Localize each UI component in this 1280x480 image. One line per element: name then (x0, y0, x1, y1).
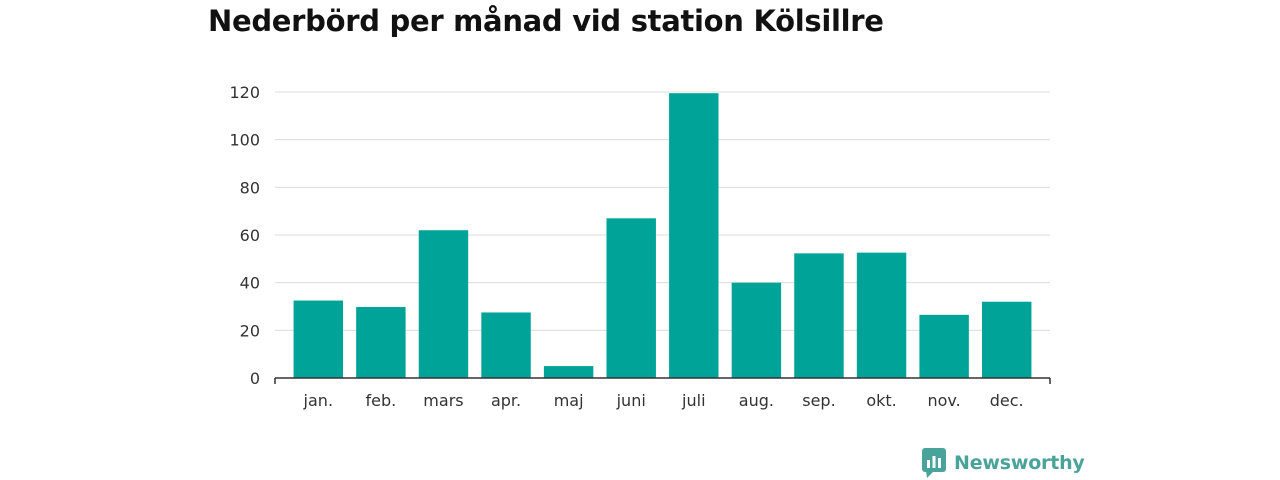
x-axis-tick-labels: jan. feb. mars apr. maj juni juli aug. sep. okt. n… (303, 391, 1024, 410)
bar (856, 252, 907, 378)
bar (481, 312, 531, 378)
y-tick-label: 0 (250, 369, 260, 388)
x-tick-label: apr. (491, 391, 521, 410)
y-tick-label: 20 (240, 321, 260, 340)
x-tick-label: juni (616, 391, 646, 410)
x-tick-label: aug. (739, 391, 774, 410)
x-axis (274, 377, 1051, 384)
y-tick-label: 120 (229, 83, 260, 102)
x-tick-label: jan. (303, 391, 333, 410)
x-tick-label: okt. (866, 391, 896, 410)
x-tick-label: nov. (928, 391, 961, 410)
y-tick-label: 80 (240, 178, 260, 197)
bar (543, 366, 594, 378)
x-tick-label: maj (554, 391, 584, 410)
bars (293, 93, 1032, 379)
bar (919, 314, 969, 378)
x-tick-label: sep. (802, 391, 835, 410)
y-tick-label: 60 (240, 226, 260, 245)
bar (293, 300, 344, 378)
x-tick-label: mars (423, 391, 463, 410)
y-axis-tick-labels: 0 20 40 60 80 100 120 (229, 83, 260, 388)
x-tick-label: dec. (990, 391, 1024, 410)
bar (794, 253, 844, 378)
bar (731, 282, 782, 378)
x-tick-label: feb. (366, 391, 397, 410)
y-tick-label: 40 (240, 274, 260, 293)
bar (981, 301, 1032, 378)
y-tick-label: 100 (229, 131, 260, 150)
bar (418, 230, 469, 378)
newsworthy-logo-icon (922, 448, 946, 478)
bar (669, 93, 719, 379)
chart-title: Nederbörd per månad vid station Kölsillr… (208, 4, 884, 38)
x-tick-label: juli (681, 391, 705, 410)
newsworthy-logo: Newsworthy (922, 448, 1085, 478)
brand-name: Newsworthy (954, 452, 1085, 474)
bar (356, 306, 406, 378)
gridlines (275, 91, 1050, 331)
bar (606, 218, 656, 378)
